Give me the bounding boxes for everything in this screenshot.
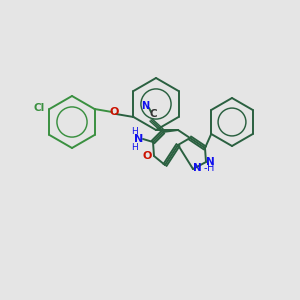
Text: N: N xyxy=(193,163,201,173)
Text: -: - xyxy=(203,163,207,173)
Text: N: N xyxy=(141,101,149,111)
Text: H: H xyxy=(207,163,215,173)
Text: N: N xyxy=(134,134,144,144)
Text: O: O xyxy=(109,107,119,117)
Text: Cl: Cl xyxy=(34,103,45,113)
Text: C: C xyxy=(149,109,157,119)
Text: O: O xyxy=(142,151,152,161)
Text: H: H xyxy=(132,128,138,136)
Text: N: N xyxy=(206,157,214,167)
Text: H: H xyxy=(132,142,138,152)
